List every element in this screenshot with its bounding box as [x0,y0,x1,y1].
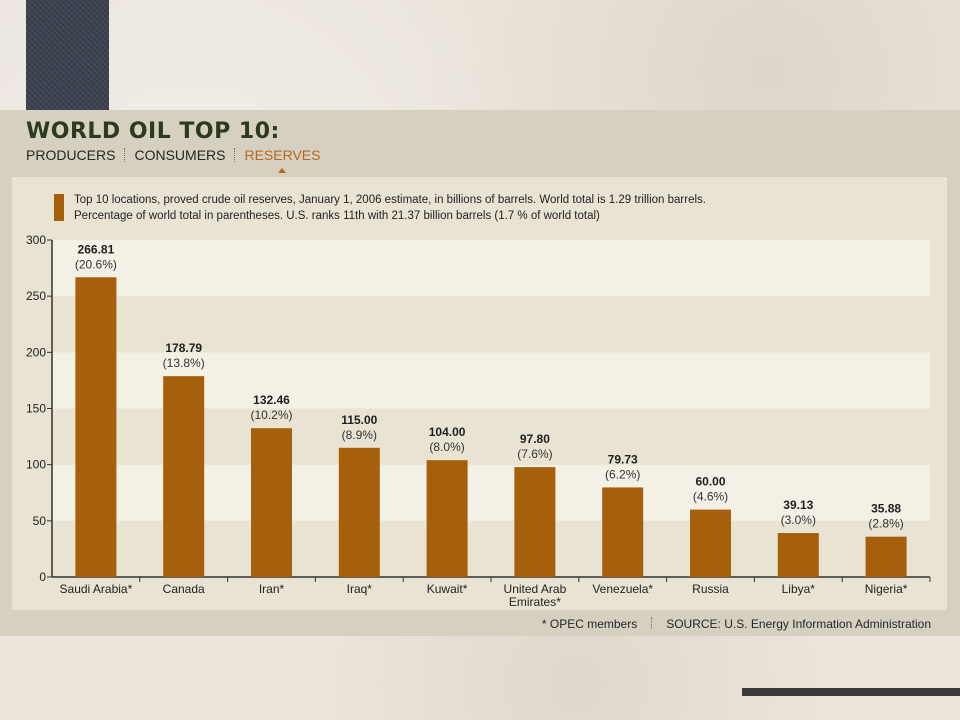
x-category-label: Iran* [259,582,285,596]
x-category-label-line: United Arab [504,582,567,596]
source-note: SOURCE: U.S. Energy Information Administ… [666,617,931,631]
decorative-corner-block [26,0,109,110]
bar-value-label: 35.88 [871,502,901,516]
bar [163,376,205,577]
x-category-label: Iraq* [347,582,373,596]
bar-percent-label: (8.9%) [342,428,377,442]
bar [338,447,380,577]
bar [602,487,644,577]
bar-percent-label: (7.6%) [517,447,552,461]
bar-percent-label: (3.0%) [781,513,816,527]
bar-percent-label: (8.0%) [429,440,464,454]
bar-value-label: 79.73 [608,452,638,466]
bar [426,460,468,577]
bar-value-label: 60.00 [695,475,725,489]
bar [251,428,292,577]
bar [75,277,117,577]
y-tick-label: 50 [33,514,47,528]
bar-value-label: 39.13 [783,498,813,512]
x-category-label-line: Canada [163,582,205,596]
bar [514,467,556,577]
x-category-label: Saudi Arabia* [60,582,133,596]
tab-divider [124,148,126,162]
x-category-label: Canada [163,582,205,596]
tab-consumers[interactable]: CONSUMERS [134,147,226,163]
y-tick-label: 250 [26,289,46,303]
footer-divider [651,617,653,629]
tab-divider [234,148,236,162]
x-category-label-line: Emirates* [509,595,561,609]
chart-footer: * OPEC members SOURCE: U.S. Energy Inform… [542,617,931,631]
page-title: WORLD OIL TOP 10: [26,119,280,144]
bar-percent-label: (13.8%) [163,356,205,370]
tab-producers[interactable]: PRODUCERS [26,147,116,163]
bar-percent-label: (4.6%) [693,490,728,504]
grid-band [52,296,930,353]
bar-percent-label: (6.2%) [605,467,640,481]
bar-value-label: 104.00 [429,425,466,439]
legend-line-2: Percentage of world total in parentheses… [74,210,600,222]
bar-percent-label: (2.8%) [868,517,903,531]
x-category-label-line: Russia [692,582,729,596]
x-category-label-line: Nigeria* [865,582,908,596]
x-category-label: Nigeria* [865,582,908,596]
x-category-label-line: Iraq* [347,582,373,596]
bar [777,533,819,577]
y-tick-label: 100 [26,458,46,472]
x-category-label-line: Venezuela* [592,582,653,596]
x-category-label-line: Saudi Arabia* [60,582,133,596]
bar-value-label: 97.80 [520,432,550,446]
bar-percent-label: (10.2%) [250,408,292,422]
tab-reserves[interactable]: RESERVES [244,147,321,173]
bar-value-label: 132.46 [253,393,290,407]
x-category-label: Russia [692,582,729,596]
footnote-opec: * OPEC members [541,617,638,631]
bar-value-label: 266.81 [78,242,115,256]
tab-bar: PRODUCERS CONSUMERS RESERVES [26,147,321,173]
x-category-label: Venezuela* [592,582,653,596]
x-category-label-line: Iran* [259,582,285,596]
legend-text: Top 10 locations, proved crude oil reser… [74,192,706,224]
x-category-label: Kuwait* [427,582,468,596]
x-category-label-line: Kuwait* [427,582,468,596]
y-tick-label: 300 [26,233,46,247]
y-tick-label: 0 [39,570,46,584]
y-tick-label: 200 [26,345,46,359]
legend-swatch [54,194,64,221]
bar [690,509,731,577]
bar [865,536,907,577]
x-category-label: Libya* [782,582,816,596]
bar-percent-label: (20.6%) [75,257,117,271]
y-tick-label: 150 [26,402,46,416]
bar-value-label: 115.00 [341,413,377,427]
legend-line-1: Top 10 locations, proved crude oil reser… [74,194,706,206]
x-category-label: United Arab Emirates* [504,582,567,609]
decorative-bottom-bar [742,688,960,696]
x-category-label-line: Libya* [782,582,816,596]
bar-value-label: 178.79 [165,341,202,355]
grid-band [52,240,930,297]
